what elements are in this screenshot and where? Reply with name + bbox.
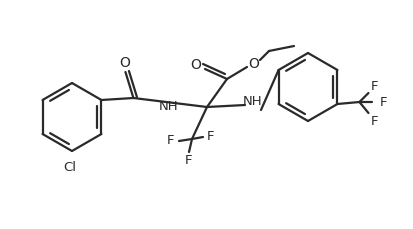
Text: F: F: [370, 114, 377, 128]
Text: NH: NH: [158, 99, 178, 112]
Text: F: F: [370, 79, 377, 93]
Text: O: O: [190, 58, 201, 72]
Text: F: F: [185, 155, 192, 167]
Text: F: F: [379, 95, 386, 109]
Text: O: O: [119, 56, 130, 70]
Text: F: F: [167, 134, 174, 147]
Text: Cl: Cl: [63, 161, 76, 174]
Text: NH: NH: [242, 95, 262, 107]
Text: F: F: [207, 131, 214, 144]
Text: O: O: [248, 57, 259, 71]
